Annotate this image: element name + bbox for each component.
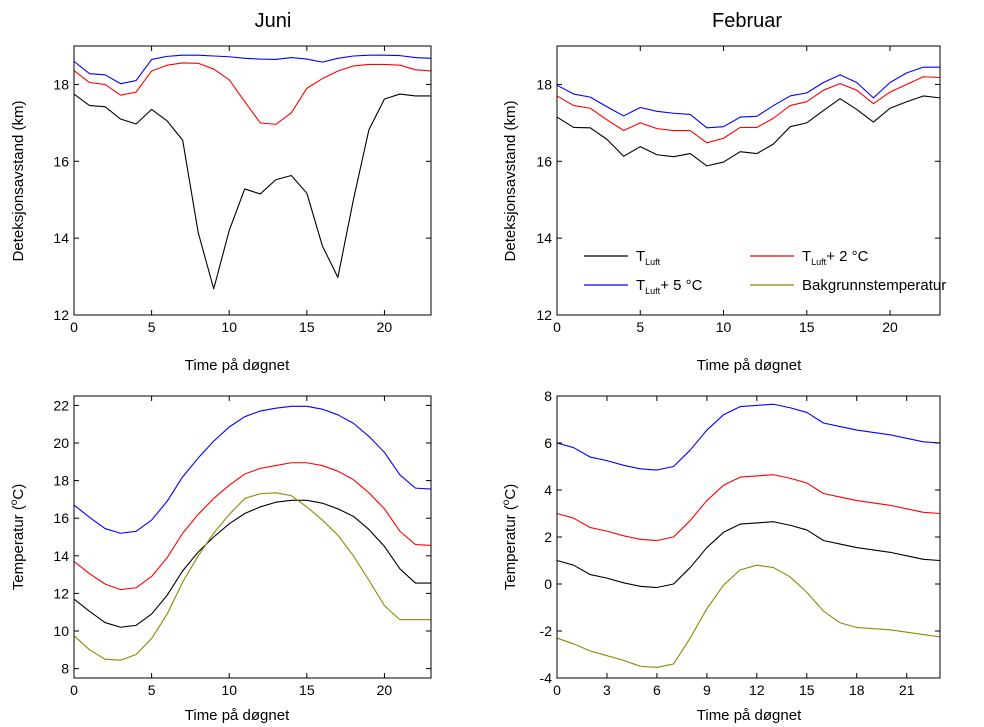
x-tick-label: 15 (799, 682, 815, 698)
chart-juni-temperatur: 0 5 10 15 20 8 10 12 14 16 18 20 22 (53, 395, 432, 698)
y-tick-label: 8 (544, 388, 552, 404)
series-line-t-luft-5-c (73, 54, 432, 85)
plot-frame (556, 45, 941, 316)
y-tick-label: 16 (53, 153, 69, 169)
y-tick-label: 14 (53, 548, 69, 564)
x-tick-label: 10 (716, 319, 732, 335)
legend-t-main: T (636, 248, 645, 265)
series-line-bakgrunnstemperatur (73, 492, 431, 661)
legend-plus5-suffix: + 5 °C (660, 277, 702, 294)
x-tick-label: 5 (148, 319, 156, 335)
ylabel-suffix: C) (10, 484, 27, 500)
panel-title-juni: Juni (255, 10, 292, 32)
series-line-t-luft-2-c (73, 462, 432, 591)
ylabel-sup: o (9, 499, 20, 505)
x-tick-label: 20 (882, 319, 898, 335)
legend-plus2-suffix: + 2 °C (826, 248, 868, 265)
legend-label-t-luft: TLuft (636, 248, 661, 267)
x-tick-label: 20 (377, 319, 393, 335)
y-tick-label: 20 (53, 435, 69, 451)
y-tick-label: 14 (536, 230, 552, 246)
ylabel-februar-bottom: Temperatur (oC) (501, 484, 519, 590)
series-line-t-luft (556, 95, 941, 167)
x-tick-label: 18 (849, 682, 865, 698)
x-tick-label: 0 (70, 319, 78, 335)
y-tick-label: 14 (53, 230, 69, 246)
x-tick-label: 6 (653, 682, 661, 698)
y-tick-label: 6 (544, 435, 552, 451)
x-tick-label: 9 (703, 682, 711, 698)
ylabel-juni-bottom: Temperatur (oC) (9, 484, 27, 590)
y-tick-label: 12 (53, 307, 69, 323)
y-tick-label: 2 (544, 529, 552, 545)
chart-juni-deteksjon: 0 5 10 15 20 12 14 16 18 (53, 45, 432, 335)
x-tick-label: 21 (899, 682, 915, 698)
series-line-t-luft-5-c (73, 405, 432, 534)
x-tick-label: 10 (221, 682, 237, 698)
series-line-t-luft-2-c (556, 76, 941, 144)
plot-frame (556, 395, 941, 679)
ylabel-juni-top: Deteksjonsavstand (km) (10, 101, 27, 262)
ylabel-prefix: Temperatur ( (10, 505, 27, 590)
legend-label-background: Bakgrunnstemperatur (802, 277, 946, 294)
x-tick-label: 20 (377, 682, 393, 698)
xlabel-juni-top: Time på døgnet (185, 357, 290, 374)
x-tick-label: 15 (299, 682, 315, 698)
legend-t-sub: Luft (645, 286, 661, 296)
ylabel-suffix: C) (502, 484, 519, 500)
ylabel-sup: o (501, 499, 512, 505)
y-tick-label: 8 (61, 661, 69, 677)
x-tick-label: 0 (70, 682, 78, 698)
legend-t-sub: Luft (811, 257, 827, 267)
xlabel-juni-bottom: Time på døgnet (185, 707, 290, 724)
xlabel-februar-bottom: Time på døgnet (697, 707, 802, 724)
series-line-t-luft-5-c (556, 403, 941, 471)
panel-title-februar: Februar (712, 10, 782, 32)
y-tick-label: 16 (53, 510, 69, 526)
x-tick-label: 3 (603, 682, 611, 698)
legend-t-main: T (636, 277, 645, 294)
series-line-t-luft (73, 499, 431, 628)
x-tick-label: 5 (148, 682, 156, 698)
x-tick-label: 0 (553, 319, 561, 335)
series-line-bakgrunnstemperatur (556, 564, 941, 668)
ylabel-prefix: Temperatur ( (502, 505, 519, 590)
y-tick-label: 10 (53, 623, 69, 639)
plot-frame (73, 45, 432, 316)
y-tick-label: 12 (536, 307, 552, 323)
x-tick-label: 0 (553, 682, 561, 698)
legend-t-sub: Luft (645, 257, 661, 267)
series-line-t-luft (73, 93, 431, 290)
y-tick-label: 4 (544, 482, 552, 498)
chart-februar-temperatur: 0 3 6 9 12 15 18 21 -4 -2 0 2 4 6 8 (540, 388, 941, 698)
legend-t-main: T (802, 248, 811, 265)
y-tick-label: -4 (540, 670, 553, 686)
ylabel-februar-top: Deteksjonsavstand (km) (502, 101, 519, 262)
x-tick-label: 15 (799, 319, 815, 335)
series-line-t-luft-2-c (556, 474, 941, 542)
y-tick-label: 0 (544, 576, 552, 592)
y-tick-label: 22 (53, 397, 69, 413)
plot-frame (73, 395, 432, 679)
y-tick-label: 16 (536, 153, 552, 169)
x-tick-label: 15 (299, 319, 315, 335)
legend-label-plus2: TLuft+ 2 °C (802, 248, 869, 267)
series-line-t-luft-5-c (556, 66, 940, 129)
y-tick-label: 18 (53, 473, 69, 489)
y-tick-label: 18 (53, 76, 69, 92)
series-line-t-luft (556, 521, 941, 589)
chart-februar-deteksjon: 0 5 10 15 20 12 14 16 18 (536, 45, 941, 335)
y-tick-label: 12 (53, 585, 69, 601)
y-tick-label: 18 (536, 76, 552, 92)
y-tick-label: -2 (540, 623, 553, 639)
series-line-t-luft-2-c (73, 62, 432, 125)
x-tick-label: 5 (636, 319, 644, 335)
x-tick-label: 10 (221, 319, 237, 335)
x-tick-label: 12 (749, 682, 765, 698)
legend: TLuft TLuft+ 2 °C TLuft+ 5 °C Bakgrunnst… (584, 248, 946, 296)
legend-label-plus5: TLuft+ 5 °C (636, 277, 703, 296)
xlabel-februar-top: Time på døgnet (697, 357, 802, 374)
